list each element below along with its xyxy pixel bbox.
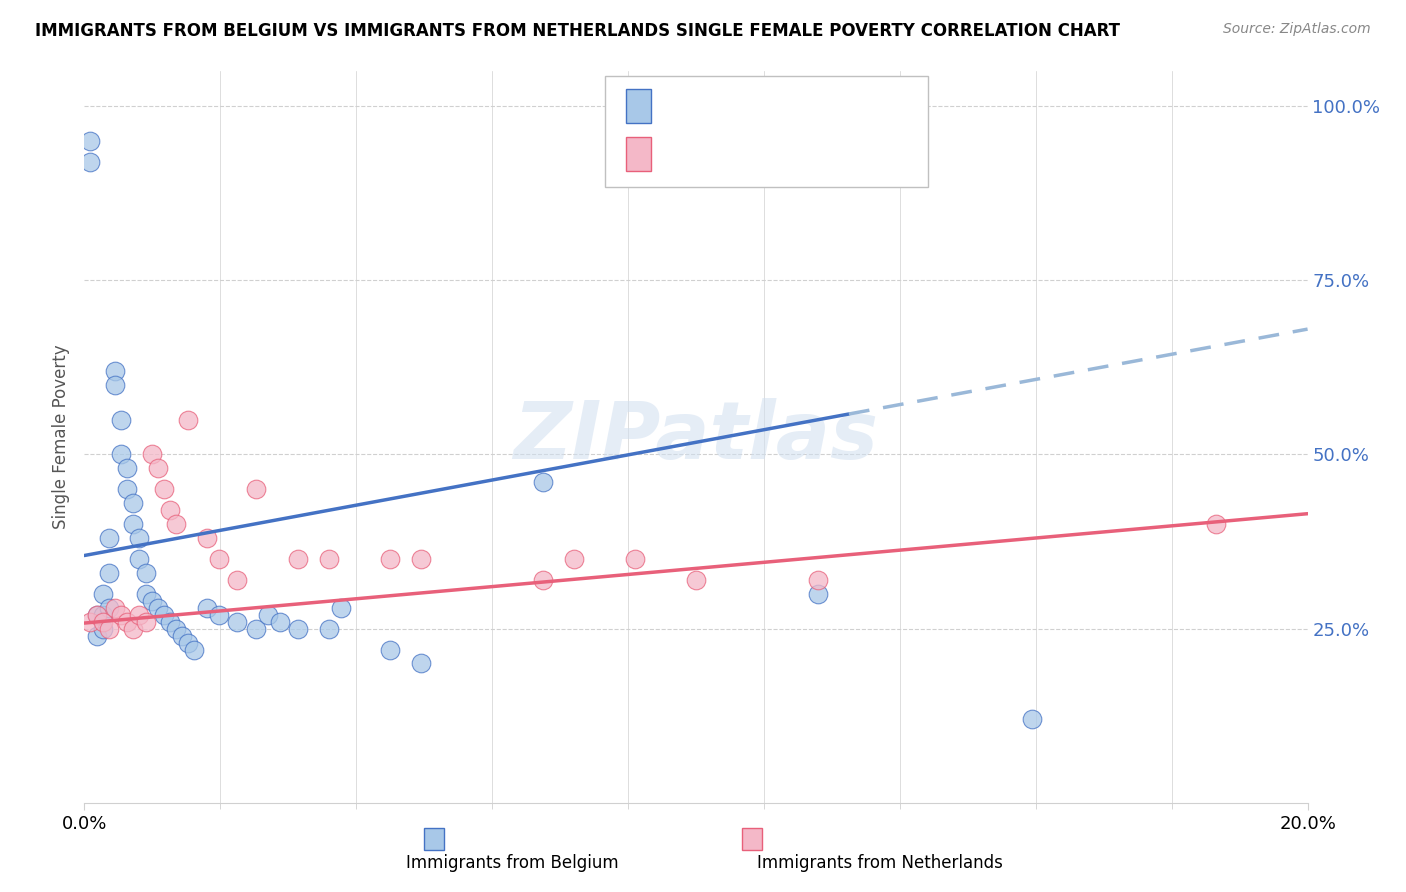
Point <box>104 364 127 378</box>
Point <box>330 600 353 615</box>
Point <box>110 607 132 622</box>
Point <box>624 552 647 566</box>
Point <box>122 496 145 510</box>
Point <box>807 587 830 601</box>
Point <box>531 475 554 490</box>
Point <box>86 629 108 643</box>
Point <box>1021 712 1043 726</box>
Point <box>195 600 218 615</box>
Text: R =: R = <box>665 94 704 112</box>
Point <box>172 629 194 643</box>
Text: Source: ZipAtlas.com: Source: ZipAtlas.com <box>1223 22 1371 37</box>
Point <box>153 483 176 497</box>
Point <box>226 573 249 587</box>
Point <box>165 517 187 532</box>
Point <box>177 412 200 426</box>
Point <box>79 615 101 629</box>
Point <box>97 622 120 636</box>
Text: 0.151: 0.151 <box>710 141 761 159</box>
Text: 0.179: 0.179 <box>710 94 762 112</box>
Text: R =: R = <box>665 141 704 159</box>
Point <box>177 635 200 649</box>
Point <box>128 607 150 622</box>
Point <box>97 566 120 580</box>
Point <box>79 155 101 169</box>
Point <box>115 615 138 629</box>
Point <box>135 615 157 629</box>
Point <box>226 615 249 629</box>
Point <box>97 531 120 545</box>
Point <box>91 587 114 601</box>
Text: IMMIGRANTS FROM BELGIUM VS IMMIGRANTS FROM NETHERLANDS SINGLE FEMALE POVERTY COR: IMMIGRANTS FROM BELGIUM VS IMMIGRANTS FR… <box>35 22 1121 40</box>
Point <box>86 607 108 622</box>
Point <box>153 607 176 622</box>
Point <box>79 134 101 148</box>
Point <box>135 566 157 580</box>
Point <box>91 622 114 636</box>
Point <box>318 552 340 566</box>
Point <box>208 552 231 566</box>
Point <box>685 573 707 587</box>
Text: N =: N = <box>761 94 813 112</box>
Point <box>135 587 157 601</box>
Point <box>104 600 127 615</box>
Text: Immigrants from Netherlands: Immigrants from Netherlands <box>756 854 1002 872</box>
Point <box>122 622 145 636</box>
Point <box>257 607 280 622</box>
Point <box>91 615 114 629</box>
Point <box>141 594 163 608</box>
Point <box>562 552 585 566</box>
Point <box>86 607 108 622</box>
Point <box>287 622 309 636</box>
Point <box>245 622 267 636</box>
Point <box>807 573 830 587</box>
Point <box>128 531 150 545</box>
Text: ZIPatlas: ZIPatlas <box>513 398 879 476</box>
Point <box>269 615 291 629</box>
Point <box>380 642 402 657</box>
Point <box>409 657 432 671</box>
Point <box>165 622 187 636</box>
Point <box>159 615 181 629</box>
Point <box>208 607 231 622</box>
Point <box>245 483 267 497</box>
Point <box>110 412 132 426</box>
Point <box>1205 517 1227 532</box>
Point <box>115 483 138 497</box>
Point <box>183 642 205 657</box>
Text: Immigrants from Belgium: Immigrants from Belgium <box>406 854 619 872</box>
Point <box>128 552 150 566</box>
Point <box>146 461 169 475</box>
Text: N =: N = <box>761 141 813 159</box>
Point <box>141 448 163 462</box>
FancyBboxPatch shape <box>425 829 444 850</box>
Point <box>122 517 145 532</box>
Y-axis label: Single Female Poverty: Single Female Poverty <box>52 345 70 529</box>
Text: 30: 30 <box>808 141 831 159</box>
FancyBboxPatch shape <box>742 829 762 850</box>
Point <box>97 600 120 615</box>
Point <box>104 377 127 392</box>
Point <box>380 552 402 566</box>
Point <box>287 552 309 566</box>
Point <box>146 600 169 615</box>
Point <box>159 503 181 517</box>
Point <box>115 461 138 475</box>
Point <box>91 607 114 622</box>
Text: 44: 44 <box>808 94 831 112</box>
Point <box>195 531 218 545</box>
Point <box>409 552 432 566</box>
Point <box>531 573 554 587</box>
Point <box>110 448 132 462</box>
Point <box>318 622 340 636</box>
